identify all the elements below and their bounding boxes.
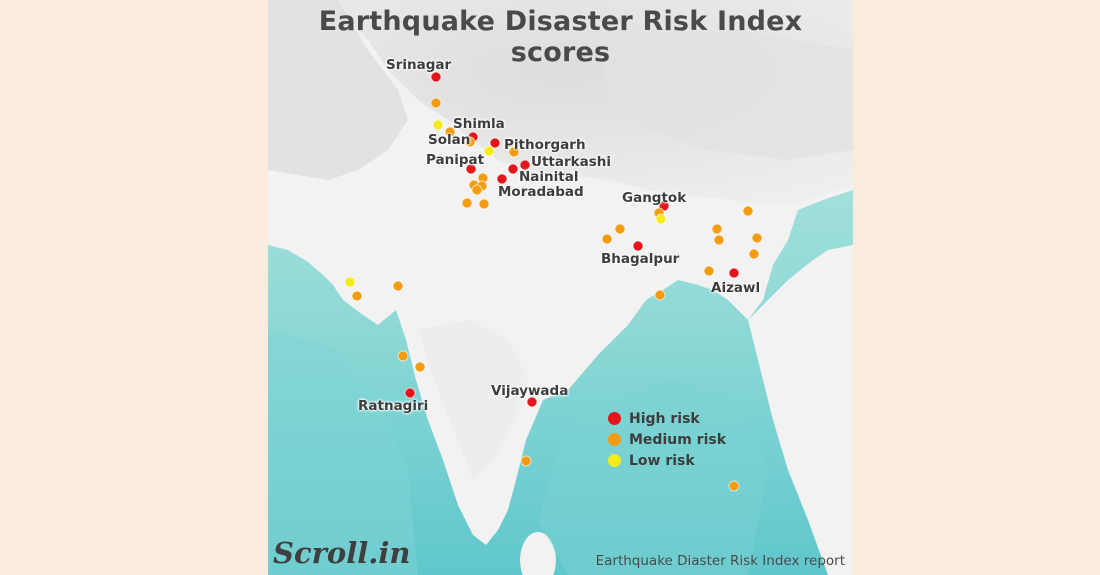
city-marker-high-risk: [519, 159, 531, 171]
city-marker-medium-risk: [508, 146, 520, 158]
legend-label-low: Low risk: [629, 452, 695, 469]
city-marker-high-risk: [430, 71, 442, 83]
label-uttarkashi: Uttarkashi: [531, 154, 611, 170]
label-vijaywada: Vijaywada: [491, 383, 569, 399]
city-marker-medium-risk: [713, 234, 725, 246]
city-marker-high-risk: [489, 137, 501, 149]
city-marker-medium-risk: [728, 480, 740, 492]
source-credit: Earthquake Diaster Risk Index report: [595, 553, 845, 569]
bay-deep: [538, 380, 768, 575]
city-marker-medium-risk: [748, 248, 760, 260]
map-title: Earthquake Disaster Risk Index scores: [318, 6, 803, 68]
city-marker-medium-risk: [520, 455, 532, 467]
legend-label-high: High risk: [629, 410, 700, 427]
city-marker-high-risk: [496, 173, 508, 185]
legend-label-medium: Medium risk: [629, 431, 727, 448]
arabian-deep: [268, 330, 418, 575]
city-marker-medium-risk: [478, 198, 490, 210]
city-marker-medium-risk: [351, 290, 363, 302]
label-aizawl: Aizawl: [711, 280, 761, 296]
city-marker-medium-risk: [654, 289, 666, 301]
city-marker-medium-risk: [742, 205, 754, 217]
south-shade: [418, 320, 528, 480]
label-moradabad: Moradabad: [498, 184, 584, 200]
west-shade: [268, 0, 408, 180]
label-solan: Solan: [428, 132, 471, 148]
east-land: [748, 245, 853, 575]
city-marker-medium-risk: [711, 223, 723, 235]
city-marker-low-risk: [483, 145, 495, 157]
label-bhagalpur: Bhagalpur: [601, 251, 680, 267]
label-shimla: Shimla: [453, 116, 505, 132]
label-nainital: Nainital: [519, 169, 579, 185]
legend-dot-low: [608, 454, 621, 467]
city-marker-medium-risk: [703, 265, 715, 277]
scroll-logo: Scroll.in: [273, 536, 411, 570]
city-marker-low-risk: [432, 119, 444, 131]
city-marker-medium-risk: [461, 197, 473, 209]
sri-lanka: [520, 532, 556, 575]
city-marker-medium-risk: [471, 184, 483, 196]
city-marker-high-risk: [632, 240, 644, 252]
legend-item-low: Low risk: [608, 450, 726, 471]
city-marker-medium-risk: [397, 350, 409, 362]
legend-item-medium: Medium risk: [608, 429, 726, 450]
city-marker-high-risk: [507, 163, 519, 175]
legend-dot-high: [608, 412, 621, 425]
city-marker-medium-risk: [414, 361, 426, 373]
tibet-shade: [598, 30, 853, 160]
map-panel: Earthquake Disaster Risk Index scores Sr…: [268, 0, 853, 575]
city-marker-low-risk: [655, 213, 667, 225]
city-marker-high-risk: [728, 267, 740, 279]
label-panipat: Panipat: [426, 152, 485, 168]
label-srinagar: Srinagar: [386, 57, 452, 73]
city-marker-medium-risk: [464, 136, 476, 148]
city-marker-medium-risk: [392, 280, 404, 292]
label-ratnagiri: Ratnagiri: [358, 398, 429, 414]
legend-dot-medium: [608, 433, 621, 446]
city-marker-medium-risk: [430, 97, 442, 109]
legend-item-high: High risk: [608, 408, 726, 429]
label-gangtok: Gangtok: [622, 190, 687, 206]
map-base: [268, 0, 853, 575]
city-marker-medium-risk: [444, 126, 456, 138]
city-marker-medium-risk: [751, 232, 763, 244]
legend: High risk Medium risk Low risk: [608, 408, 726, 471]
city-marker-low-risk: [344, 276, 356, 288]
label-pithorgarh: Pithorgarh: [504, 137, 586, 153]
city-marker-medium-risk: [614, 223, 626, 235]
city-marker-high-risk: [465, 163, 477, 175]
city-marker-high-risk: [404, 387, 416, 399]
city-marker-high-risk: [526, 396, 538, 408]
city-marker-medium-risk: [601, 233, 613, 245]
